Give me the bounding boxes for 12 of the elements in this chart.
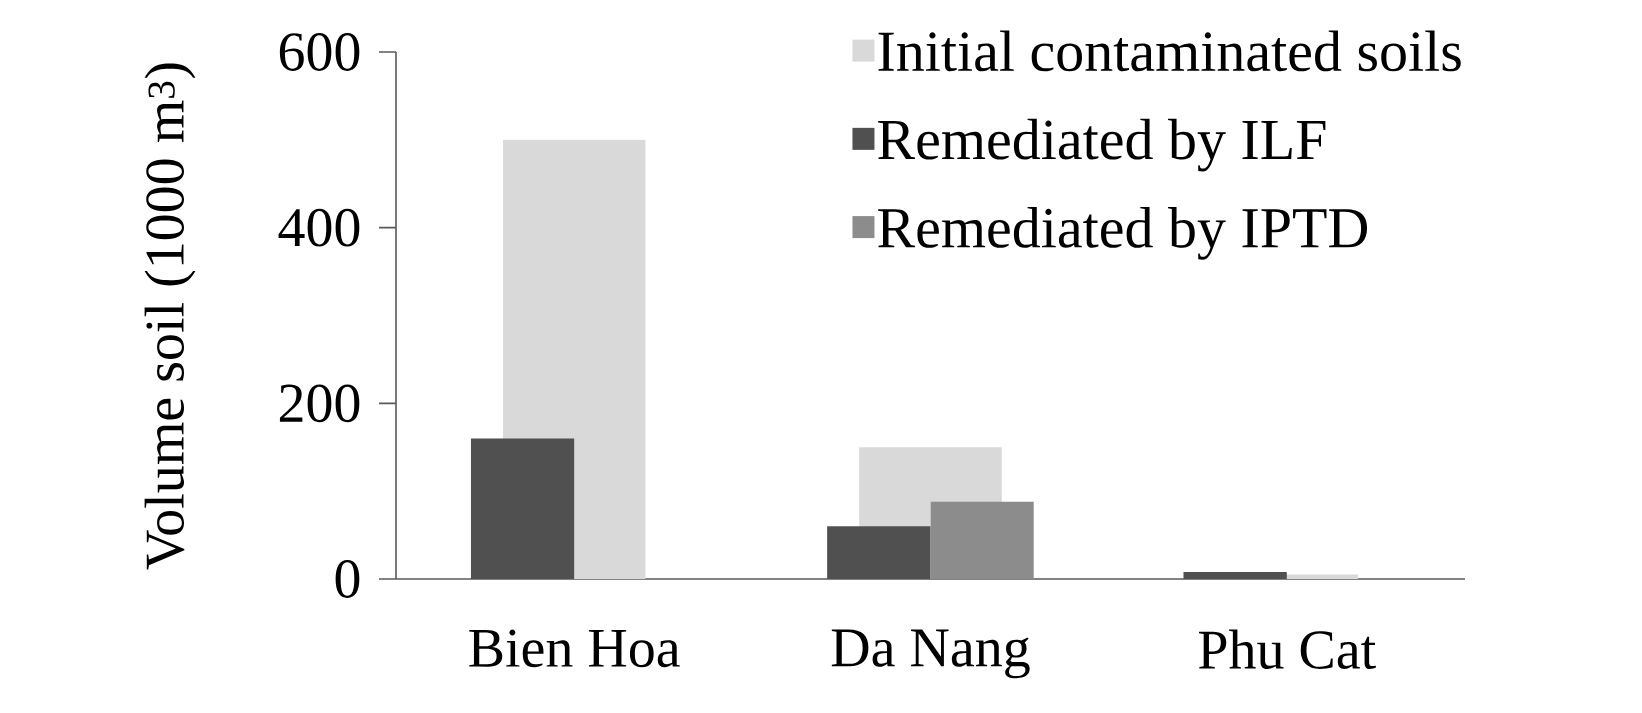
- bar: [930, 501, 1034, 579]
- y-tick-label: 400: [278, 208, 360, 247]
- x-tick-label: Phu Cat: [1198, 629, 1376, 669]
- legend-label: Remediated by ILF: [878, 118, 1326, 172]
- y-tick-label: 200: [279, 384, 360, 423]
- legend-label: Initial contaminated soils: [878, 30, 1461, 72]
- x-tick-label: Bien Hoa: [469, 629, 680, 668]
- y-tick-label: 0: [335, 560, 360, 598]
- x-tick-label: Da Nang: [831, 629, 1030, 679]
- y-axis-title: Volume soil (1000 m$^{3}$): [144, 63, 196, 570]
- legend-label: Remediated by IPTD: [878, 206, 1368, 260]
- y-tick-label: 600: [279, 33, 360, 71]
